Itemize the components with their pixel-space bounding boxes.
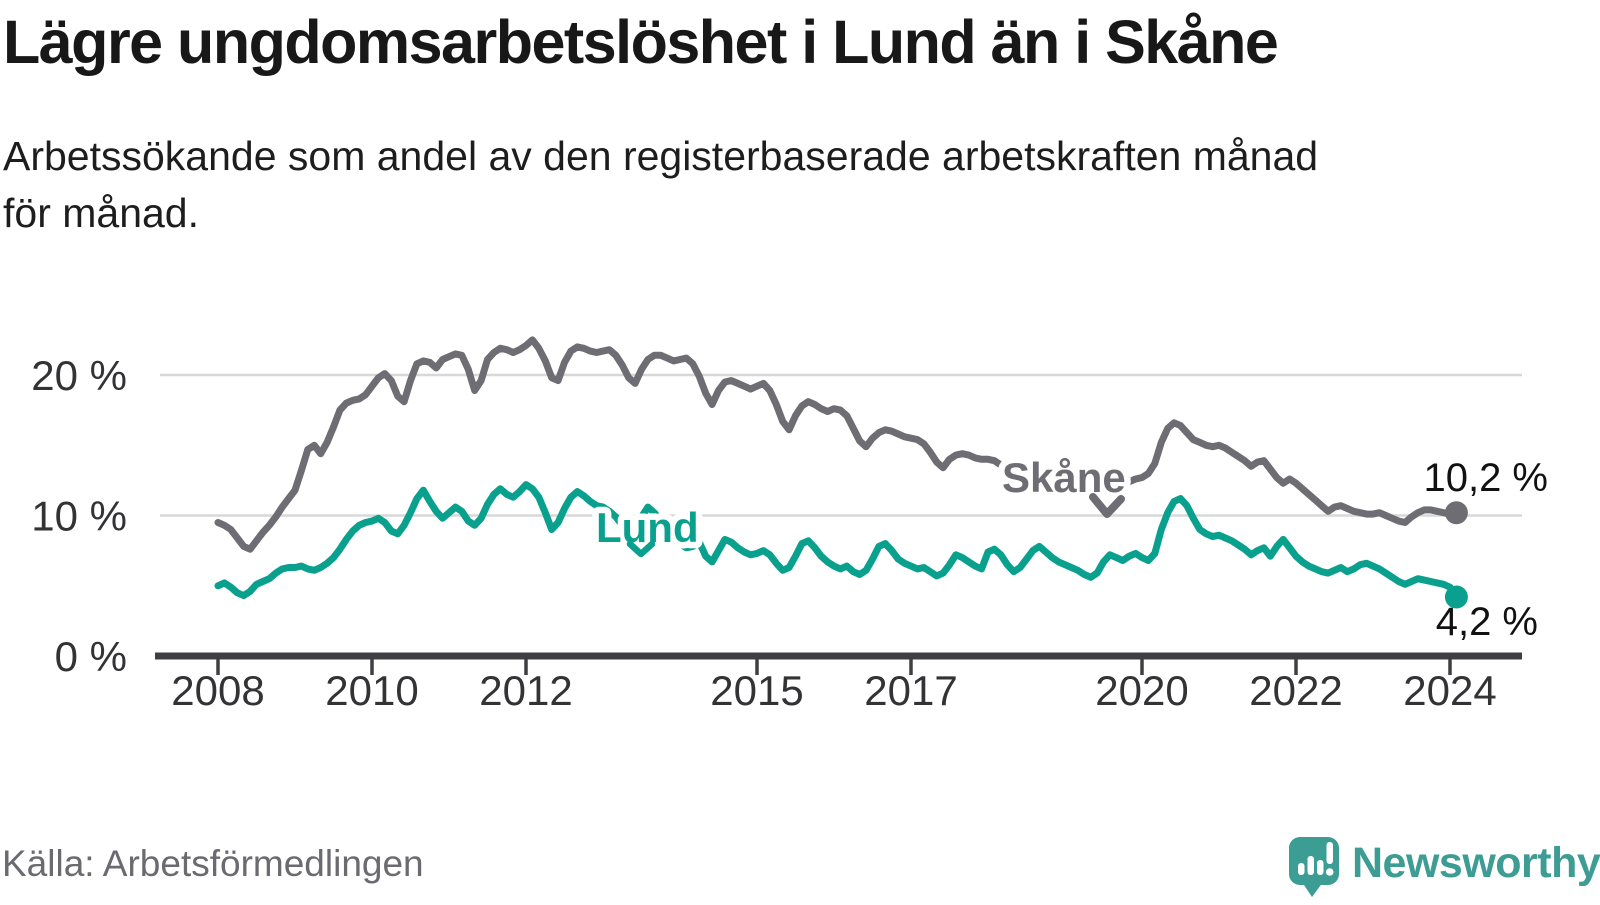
subtitle-line-2: för månad. (3, 190, 199, 236)
chart-subtitle: Arbetssökande som andel av den registerb… (3, 128, 1563, 242)
newsworthy-pin-barchart-icon (1289, 837, 1339, 897)
x-tick-label-2015: 2015 (710, 667, 803, 714)
newsworthy-wordmark: Newsworthy (1352, 839, 1600, 887)
x-tick-label-2010: 2010 (325, 667, 418, 714)
x-tick-label-2008: 2008 (171, 667, 264, 714)
x-tick-label-2017: 2017 (864, 667, 957, 714)
skane-arrow-icon (1089, 493, 1125, 518)
skåne-end-dot (1444, 501, 1468, 525)
skane-series-label: Skåne (1002, 454, 1126, 501)
lund-line (214, 481, 1460, 601)
skane-end-value: 10,2 % (1423, 456, 1548, 500)
chart-layer: 0 % 10 % 20 % 2008 2010 2012 2015 2017 2020 2022 2… (31, 336, 1522, 714)
newsworthy-logo-svg: Newsworthy (1289, 837, 1600, 897)
x-tick-label-2024: 2024 (1403, 667, 1496, 714)
skåne-line (214, 336, 1460, 553)
x-tick-label-2022: 2022 (1249, 667, 1342, 714)
x-tick-label-2020: 2020 (1095, 667, 1188, 714)
x-tick-label-2012: 2012 (479, 667, 572, 714)
lund-end-dot (1444, 585, 1468, 609)
source-note: Källa: Arbetsförmedlingen (2, 843, 424, 884)
y-tick-label-20: 20 % (31, 352, 127, 399)
subtitle-line-1: Arbetssökande som andel av den registerb… (3, 133, 1319, 179)
y-tick-label-10: 10 % (31, 493, 127, 540)
lund-arrow-icon (626, 540, 656, 558)
page-title: Lägre ungdomsarbetslöshet i Lund än i Sk… (3, 8, 1279, 76)
newsworthy-logo[interactable]: Newsworthy (1282, 830, 1600, 900)
y-tick-label-0: 0 % (55, 633, 127, 680)
lund-end-value: 4,2 % (1436, 600, 1538, 644)
